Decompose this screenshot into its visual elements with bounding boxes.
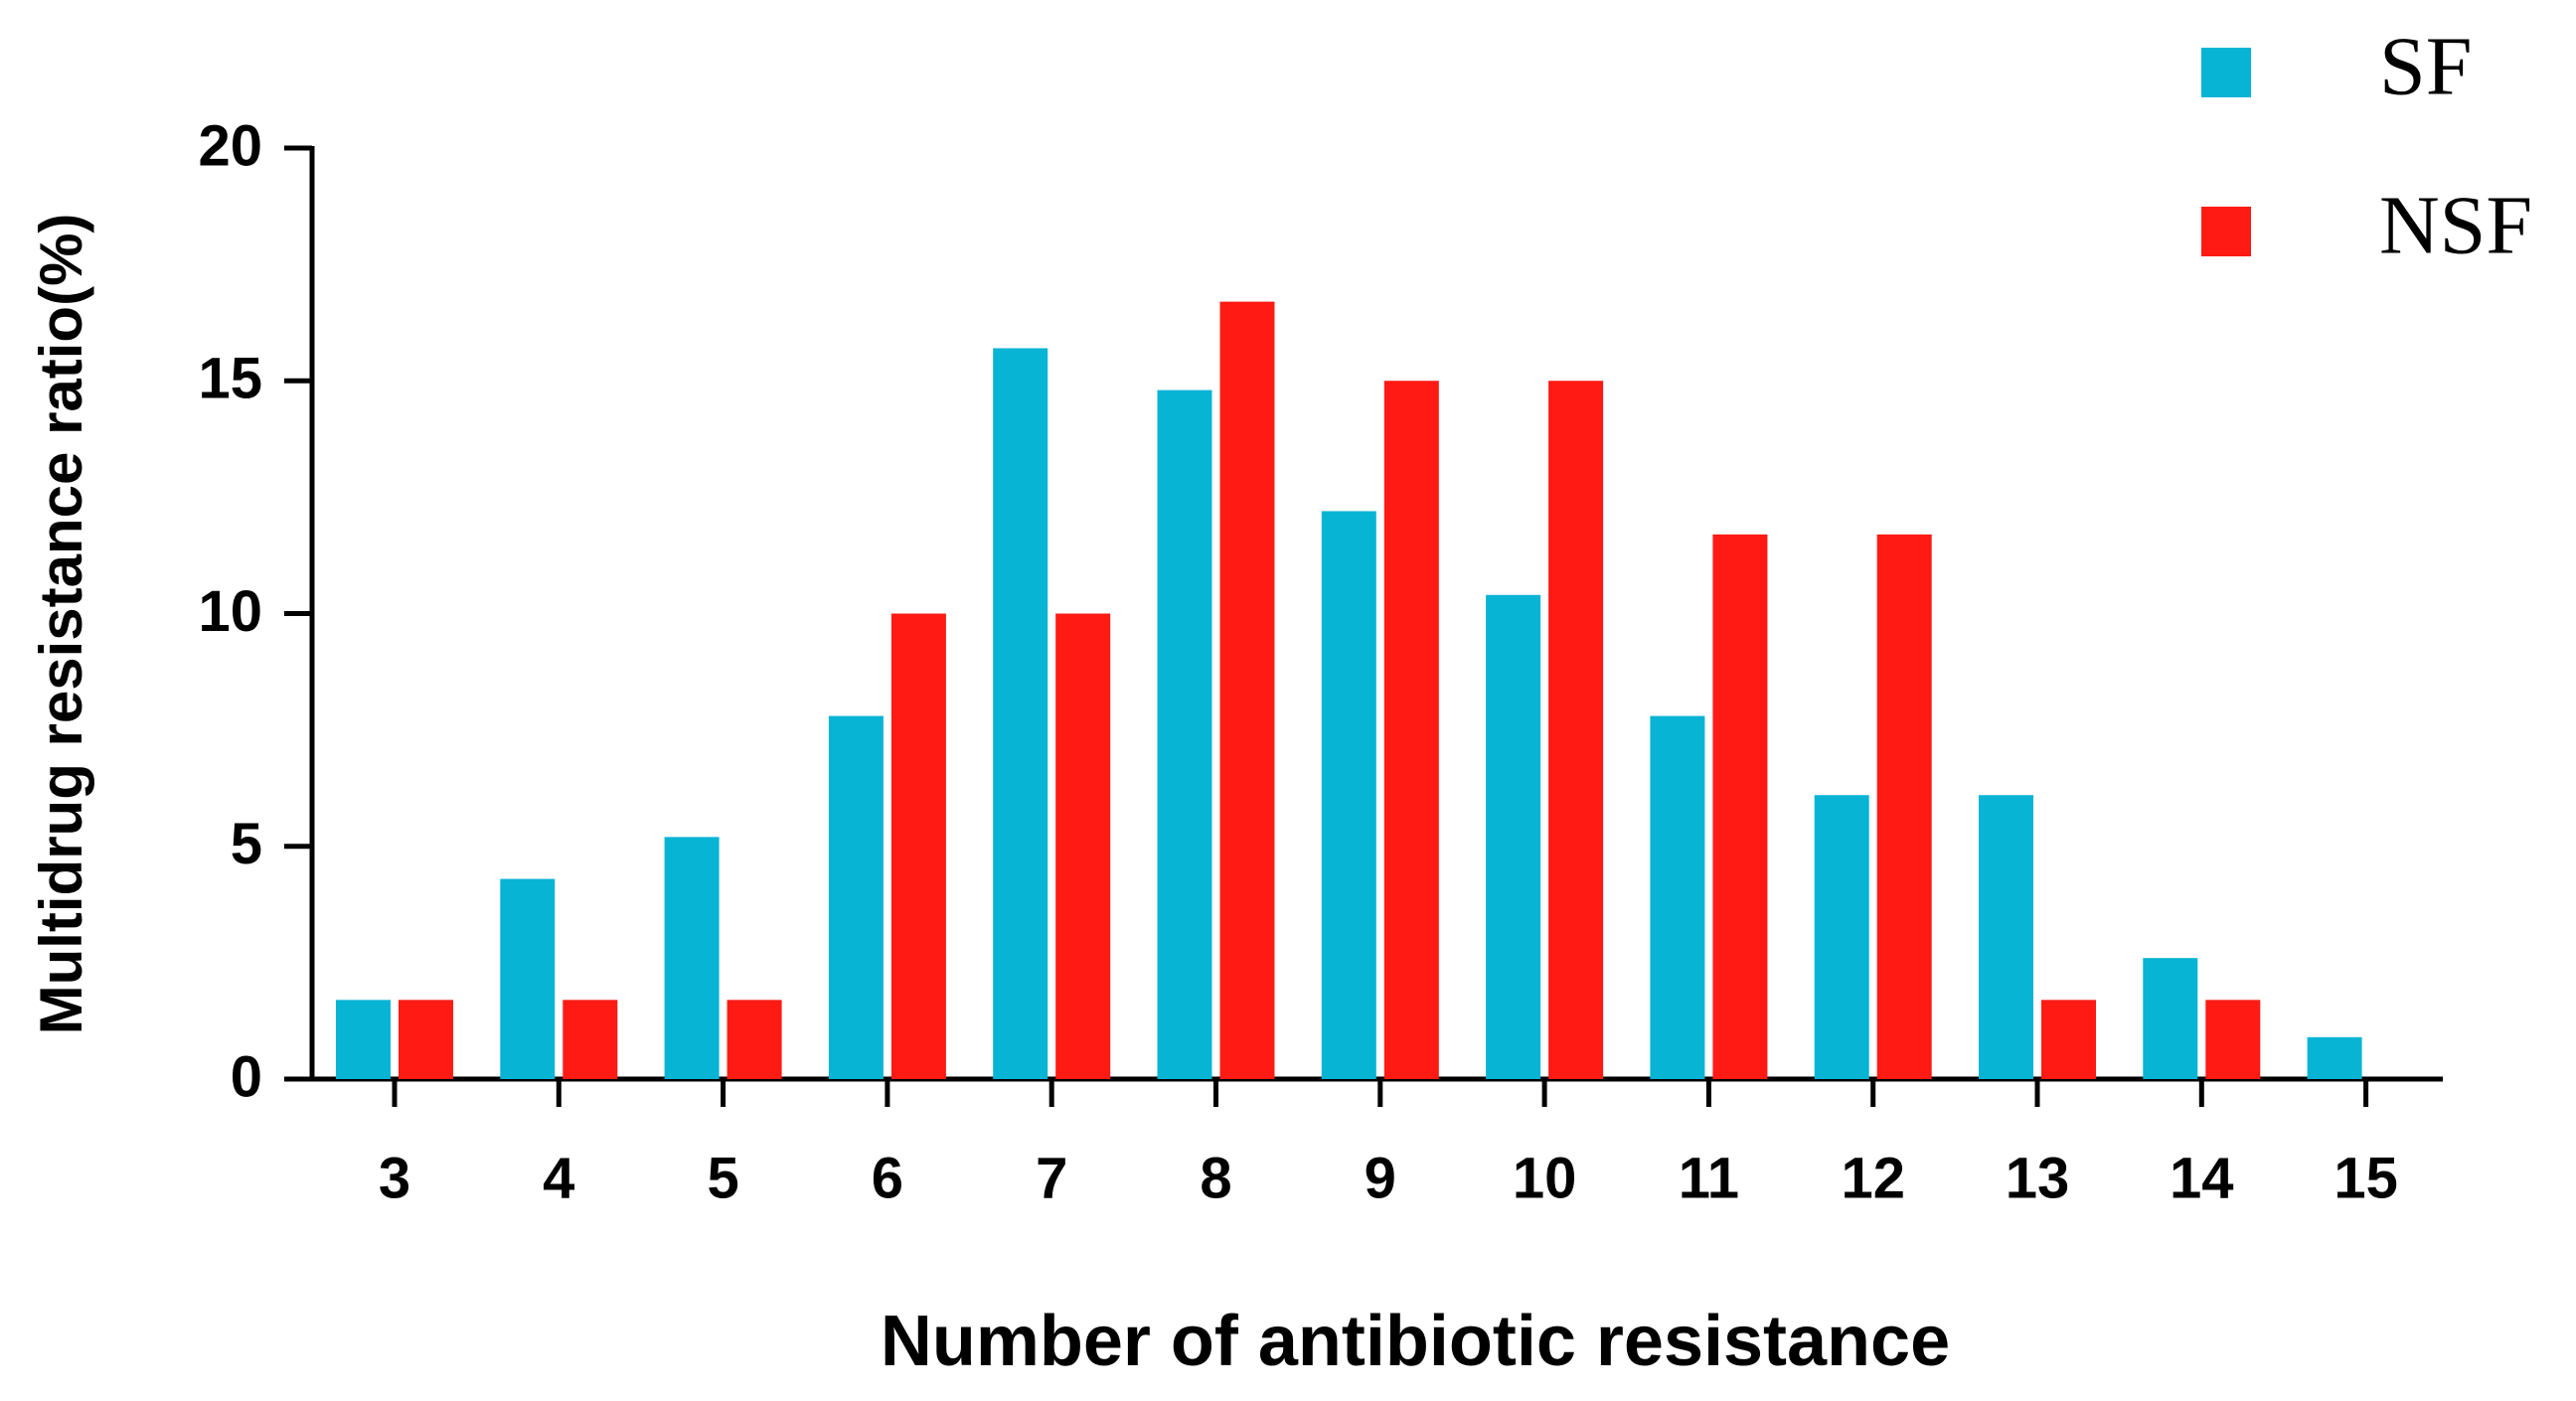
bar [2041,1000,2096,1079]
y-tick-label: 20 [198,113,262,178]
y-tick-label: 10 [198,579,262,644]
legend-text: SF [2379,20,2472,112]
y-tick-label: 5 [231,812,262,876]
x-tick-label: 6 [872,1146,903,1210]
bar [500,878,556,1079]
bar [2143,958,2198,1079]
bar [1979,795,2033,1079]
bar [336,1000,391,1079]
x-tick-label: 3 [379,1146,410,1210]
x-tick-label: 13 [2006,1146,2070,1210]
bar [993,348,1048,1080]
x-tick-label: 10 [1513,1146,1577,1210]
bar [1650,715,1705,1079]
x-axis-title: Number of antibiotic resistance [881,1302,1950,1381]
legend-swatch [2201,48,2251,97]
legend-swatch [2201,207,2251,256]
bar [1548,381,1604,1079]
bar [1157,389,1212,1079]
bar [1712,534,1768,1079]
x-tick-label: 12 [1841,1146,1905,1210]
bar [1876,534,1932,1079]
x-tick-label: 14 [2170,1146,2234,1210]
bar [664,837,720,1079]
bar [890,613,946,1079]
y-tick-label: 0 [231,1044,262,1109]
bar [399,1000,453,1079]
bar [1219,301,1275,1080]
x-tick-label: 5 [707,1146,738,1210]
x-tick-label: 8 [1200,1146,1231,1210]
bar [726,1000,782,1079]
x-tick-label: 9 [1365,1146,1396,1210]
x-tick-label: 15 [2334,1146,2398,1210]
bar [1055,613,1111,1079]
y-tick-label: 15 [198,347,262,411]
x-tick-label: 11 [1679,1146,1739,1210]
x-tick-label: 4 [543,1146,574,1210]
bar [563,1000,618,1079]
bar [1814,795,1869,1079]
legend-text: NSF [2379,179,2532,271]
y-axis-title: Multidrug resistance ratio(%) [28,214,94,1035]
bar [2307,1036,2362,1079]
x-tick-label: 7 [1036,1146,1067,1210]
bar [1383,381,1439,1079]
bar [828,715,884,1079]
bar [2205,1000,2261,1079]
bar [1321,511,1376,1079]
bar [1486,594,1541,1079]
